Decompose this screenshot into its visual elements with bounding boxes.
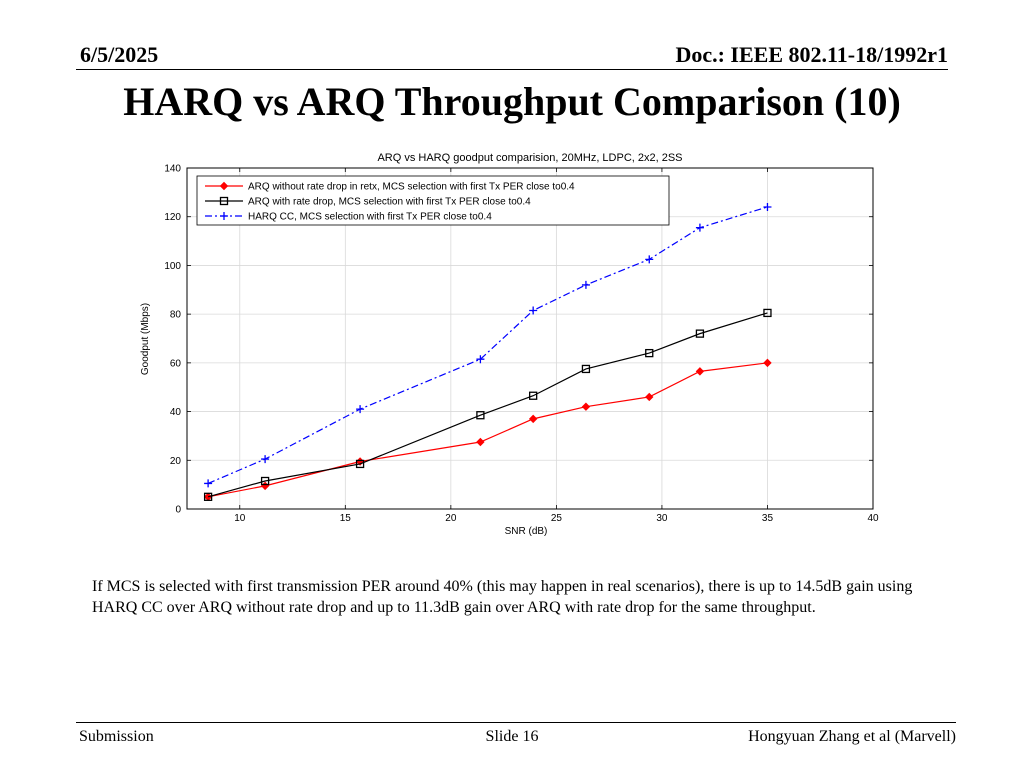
- x-axis-label: SNR (dB): [505, 526, 548, 537]
- data-point-arq-no-rate-drop: [528, 414, 538, 424]
- data-point-arq-no-rate-drop: [645, 392, 654, 402]
- x-tick-label: 20: [445, 513, 457, 524]
- data-point-harq-cc: [695, 223, 704, 232]
- data-point-arq-rate-drop: [355, 459, 365, 469]
- plot-frame: [186, 167, 874, 510]
- x-tick-label: 15: [340, 513, 352, 524]
- legend-label-arq-no-rate-drop: ARQ without rate drop in retx, MCS selec…: [248, 182, 575, 193]
- footer-divider: [76, 722, 956, 723]
- x-tick-label: 25: [551, 513, 563, 524]
- y-tick-label: 60: [170, 358, 182, 369]
- data-point-arq-no-rate-drop: [763, 358, 772, 368]
- x-tick-label: 35: [762, 513, 774, 524]
- header-date: 6/5/2025: [80, 42, 159, 67]
- y-axis-label: Goodput (Mbps): [140, 303, 151, 375]
- data-point-harq-cc: [204, 479, 213, 488]
- series-layer: [203, 202, 772, 502]
- data-point-arq-no-rate-drop: [581, 402, 591, 411]
- x-tick-label: 10: [234, 513, 246, 524]
- y-tick-label: 140: [164, 164, 181, 175]
- y-tick-label: 100: [164, 261, 181, 272]
- data-point-arq-no-rate-drop: [476, 437, 485, 447]
- data-point-harq-cc: [529, 306, 538, 315]
- data-point-arq-rate-drop: [476, 411, 485, 420]
- slide-description: If MCS is selected with first transmissi…: [92, 578, 913, 616]
- legend-marker-harq-cc: [220, 212, 228, 220]
- data-point-harq-cc: [581, 280, 590, 289]
- header-divider: [76, 69, 948, 70]
- legend-label-arq-rate-drop: ARQ with rate drop, MCS selection with f…: [248, 197, 531, 208]
- slide-title: HARQ vs ARQ Throughput Comparison (10): [123, 79, 901, 124]
- data-point-arq-rate-drop: [763, 308, 772, 318]
- y-tick-label: 40: [170, 407, 182, 418]
- data-point-arq-rate-drop: [260, 476, 270, 486]
- series-line-harq-cc: [207, 206, 768, 484]
- data-point-harq-cc: [645, 255, 654, 264]
- y-tick-label: 120: [164, 212, 181, 223]
- data-point-arq-rate-drop: [581, 364, 591, 374]
- data-point-harq-cc: [356, 405, 365, 414]
- series-harq-cc: [204, 202, 772, 488]
- data-point-harq-cc: [261, 455, 270, 464]
- x-tick-label: 30: [656, 513, 668, 524]
- data-point-arq-no-rate-drop: [695, 367, 705, 376]
- y-tick-label: 20: [170, 456, 182, 467]
- goodput-line-chart: ARQ vs HARQ goodput comparision, 20MHz, …: [140, 152, 879, 537]
- tick-layer: 10 15 20 25 30 35 40 0 20 40 60 80 100 120 140: [164, 164, 879, 525]
- legend-marker-arq-rate-drop: [219, 196, 229, 206]
- series-arq-no-rate-drop: [203, 358, 772, 502]
- data-point-arq-rate-drop: [203, 492, 213, 501]
- data-point-harq-cc: [763, 202, 772, 211]
- series-arq-rate-drop: [203, 308, 772, 501]
- footer-submission: Submission: [79, 728, 154, 745]
- x-tick-label: 40: [867, 513, 879, 524]
- series-line-arq-rate-drop: [207, 312, 768, 498]
- data-point-arq-no-rate-drop: [260, 481, 270, 491]
- data-point-harq-cc: [476, 355, 485, 364]
- y-tick-label: 0: [175, 505, 181, 516]
- footer-slide-number: Slide 16: [485, 728, 539, 745]
- footer-authors: Hongyuan Zhang et al (Marvell): [748, 728, 956, 745]
- y-tick-label: 80: [170, 310, 182, 321]
- data-point-arq-rate-drop: [695, 329, 705, 338]
- chart-title: ARQ vs HARQ goodput comparision, 20MHz, …: [377, 152, 682, 164]
- header-doc-id: Doc.: IEEE 802.11-18/1992r1: [675, 42, 948, 67]
- data-point-arq-rate-drop: [645, 348, 654, 358]
- legend-box: [196, 175, 670, 226]
- data-point-arq-rate-drop: [529, 391, 538, 400]
- chart-legend: ARQ without rate drop in retx, MCS selec…: [196, 175, 670, 226]
- legend-label-harq-cc: HARQ CC, MCS selection with first Tx PER…: [248, 212, 492, 223]
- legend-marker-arq-no-rate-drop: [219, 181, 229, 191]
